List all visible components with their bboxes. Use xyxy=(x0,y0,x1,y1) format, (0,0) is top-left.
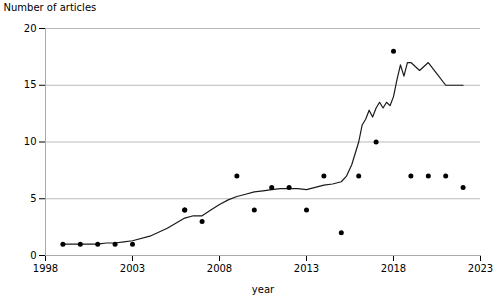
svg-text:2008: 2008 xyxy=(207,263,232,274)
svg-text:Number of articles: Number of articles xyxy=(4,2,97,13)
svg-text:10: 10 xyxy=(24,136,37,147)
svg-text:2018: 2018 xyxy=(381,263,406,274)
svg-text:0: 0 xyxy=(30,250,36,261)
svg-text:5: 5 xyxy=(30,193,36,204)
svg-text:2013: 2013 xyxy=(294,263,319,274)
svg-text:1998: 1998 xyxy=(33,263,58,274)
svg-text:2003: 2003 xyxy=(120,263,145,274)
svg-text:15: 15 xyxy=(24,79,37,90)
svg-text:2023: 2023 xyxy=(468,263,493,274)
svg-text:year: year xyxy=(252,284,275,295)
svg-text:20: 20 xyxy=(24,23,37,34)
